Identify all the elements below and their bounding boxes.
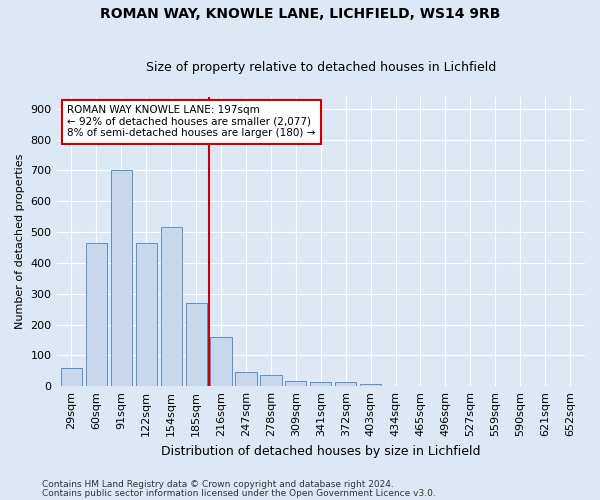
Bar [260,376,281,386]
Text: ROMAN WAY, KNOWLE LANE, LICHFIELD, WS14 9RB: ROMAN WAY, KNOWLE LANE, LICHFIELD, WS14 … [100,8,500,22]
Bar [61,368,82,386]
Bar [161,228,182,386]
Y-axis label: Number of detached properties: Number of detached properties [15,154,25,329]
Bar [185,303,207,386]
Bar [310,382,331,386]
Bar [360,384,381,386]
Text: Contains HM Land Registry data © Crown copyright and database right 2024.: Contains HM Land Registry data © Crown c… [42,480,394,489]
Text: Contains public sector information licensed under the Open Government Licence v3: Contains public sector information licen… [42,489,436,498]
Bar [285,381,307,386]
X-axis label: Distribution of detached houses by size in Lichfield: Distribution of detached houses by size … [161,444,481,458]
Bar [235,372,257,386]
Bar [335,382,356,386]
Bar [111,170,132,386]
Bar [211,337,232,386]
Text: ROMAN WAY KNOWLE LANE: 197sqm
← 92% of detached houses are smaller (2,077)
8% of: ROMAN WAY KNOWLE LANE: 197sqm ← 92% of d… [67,105,316,138]
Title: Size of property relative to detached houses in Lichfield: Size of property relative to detached ho… [146,62,496,74]
Bar [86,243,107,386]
Bar [136,243,157,386]
